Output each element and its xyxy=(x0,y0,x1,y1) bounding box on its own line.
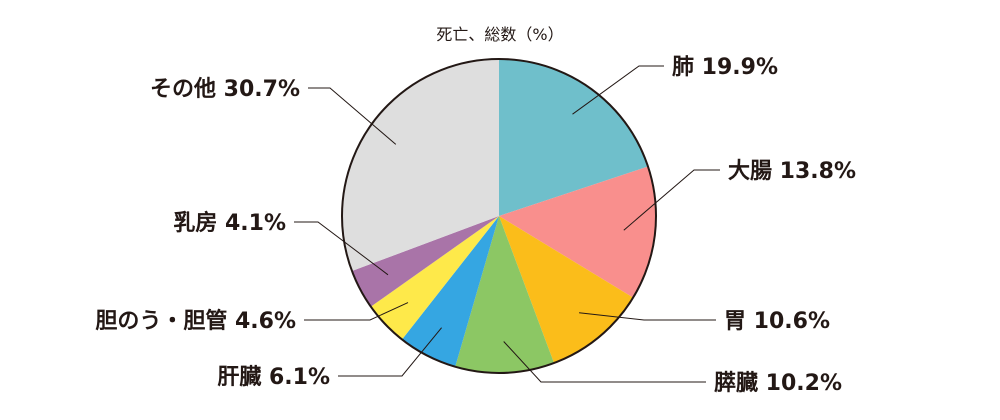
pie-slice xyxy=(499,166,656,298)
leader-line xyxy=(503,341,706,383)
chart-title: 死亡、総数（%） xyxy=(436,25,564,44)
pie-slice xyxy=(402,216,499,367)
slice-label: 大腸 13.8% xyxy=(728,159,856,184)
leader-line xyxy=(338,327,442,377)
leader-line xyxy=(572,65,664,115)
leader-lines xyxy=(294,65,720,383)
pie-slices xyxy=(341,58,656,374)
pie-border xyxy=(341,58,657,374)
leader-line xyxy=(294,221,389,276)
slice-label: 肝臓 6.1% xyxy=(217,365,330,390)
slice-label: 胃 10.6% xyxy=(724,309,830,334)
pie-slice xyxy=(455,216,555,374)
slice-labels: 肺 19.9% 大腸 13.8% 胃 10.6% 膵臓 10.2% 肝臓 6.1% 胆のう… xyxy=(95,55,856,396)
slice-label: その他 30.7% xyxy=(150,77,300,102)
pie-slice xyxy=(499,216,634,364)
leader-line xyxy=(579,312,716,321)
leader-line xyxy=(308,87,397,145)
leader-line xyxy=(623,169,720,231)
pie-slice xyxy=(351,216,499,307)
pie-slice xyxy=(499,59,649,216)
slice-label: 肺 19.9% xyxy=(672,55,778,80)
leader-line xyxy=(304,302,409,321)
slice-label: 乳房 4.1% xyxy=(173,210,286,236)
pie-slice xyxy=(370,216,499,340)
slice-label: 膵臓 10.2% xyxy=(714,371,842,396)
slice-label: 胆のう・胆管 4.6% xyxy=(95,308,296,334)
pie-slice xyxy=(341,58,499,272)
